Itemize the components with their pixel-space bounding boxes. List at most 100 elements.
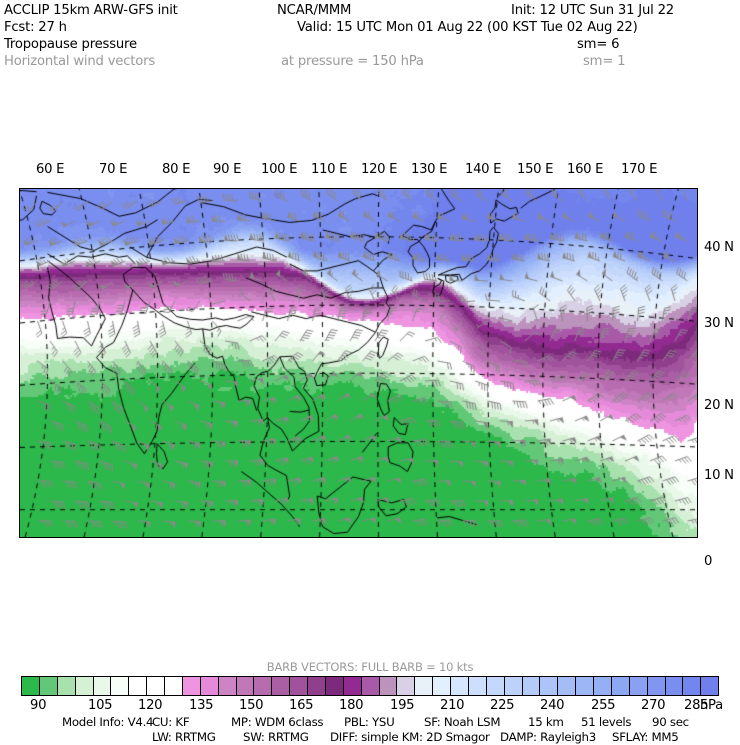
colorbar-swatch[interactable] xyxy=(451,677,469,695)
chart-header: ACCLIP 15km ARW-GFS init NCAR/MMM Init: … xyxy=(0,0,740,80)
barb-vector-note: BARB VECTORS: FULL BARB = 10 kts xyxy=(266,660,474,674)
colorbar-tick-label: 135 xyxy=(189,698,214,713)
model-info-item: SFLAY: MM5 xyxy=(612,730,679,744)
colorbar-swatch[interactable] xyxy=(397,677,416,695)
lon-tick-label: 100 E xyxy=(261,162,298,177)
colorbar-swatch[interactable] xyxy=(683,677,702,695)
colorbar-swatch[interactable] xyxy=(129,677,148,695)
colorbar-swatch[interactable] xyxy=(200,677,219,695)
colorbar-swatch[interactable] xyxy=(290,677,308,695)
lon-tick-label: 80 E xyxy=(162,162,191,177)
header-forecast-hour: Fcst: 27 h xyxy=(4,20,67,35)
colorbar-swatch[interactable] xyxy=(379,677,398,695)
colorbar-swatch[interactable] xyxy=(468,677,487,695)
header-vector-name: Horizontal wind vectors xyxy=(4,54,155,69)
lon-tick-label: 90 E xyxy=(213,162,242,177)
chart-footer: BARB VECTORS: FULL BARB = 10 kts 90 105 12… xyxy=(0,660,740,744)
colorbar-swatch[interactable] xyxy=(93,677,112,695)
tropopause-pressure-field xyxy=(20,189,697,537)
colorbar-tick-label: 255 xyxy=(591,698,616,713)
colorbar-swatch[interactable] xyxy=(361,677,380,695)
lon-tick-label: 60 E xyxy=(36,162,65,177)
colorbar-tick-label: 120 xyxy=(138,698,163,713)
colorbar-swatch[interactable] xyxy=(182,677,201,695)
header-vector-level: at pressure = 150 hPa xyxy=(281,54,424,69)
colorbar-swatch[interactable] xyxy=(522,677,541,695)
lat-tick-label: 30 N xyxy=(704,316,734,331)
colorbar-tick-label: 195 xyxy=(390,698,415,713)
model-info-item: MP: WDM 6class xyxy=(231,715,324,729)
colorbar-swatch[interactable] xyxy=(165,677,183,695)
model-info-item: 51 levels xyxy=(581,715,632,729)
colorbar-swatch[interactable] xyxy=(504,677,523,695)
header-field-name: Tropopause pressure xyxy=(4,37,137,52)
lat-tick-label: 40 N xyxy=(704,240,734,255)
colorbar-swatch[interactable] xyxy=(343,677,362,695)
lon-tick-label: 110 E xyxy=(311,162,348,177)
colorbar-swatch[interactable] xyxy=(39,677,58,695)
colorbar-swatch[interactable] xyxy=(701,677,719,695)
colorbar-swatch[interactable] xyxy=(647,677,666,695)
colorbar-swatch[interactable] xyxy=(218,677,237,695)
colorbar-swatch[interactable] xyxy=(22,677,40,695)
model-info-item: SW: RRTMG xyxy=(243,730,309,744)
colorbar-tick-label: 165 xyxy=(289,698,314,713)
header-center: NCAR/MMM xyxy=(277,3,352,18)
map-panel: 60 E 70 E 80 E 90 E 100 E 110 E 120 E 130 E 140 … xyxy=(0,160,740,590)
longitude-axis: 60 E 70 E 80 E 90 E 100 E 110 E 120 E 130 E 140 … xyxy=(0,160,740,184)
lon-tick-label: 70 E xyxy=(99,162,128,177)
header-vector-smoothing: sm= 1 xyxy=(583,54,626,69)
lat-tick-label: 20 N xyxy=(704,398,734,413)
colorbar-tick-label: 225 xyxy=(490,698,515,713)
colorbar-tick-label: 240 xyxy=(540,698,565,713)
lat-tick-label: 0 xyxy=(704,554,713,569)
model-info-block: Model Info: V4.4 CU: KF MP: WDM 6class PBL:… xyxy=(0,715,740,745)
colorbar-swatch[interactable] xyxy=(415,677,434,695)
colorbar-tick-labels: 90 105 120 135 150 165 180 195 210 225 240 255 270 28… xyxy=(0,698,740,716)
lon-tick-label: 160 E xyxy=(567,162,604,177)
colorbar-swatch[interactable] xyxy=(75,677,94,695)
pressure-colorbar[interactable] xyxy=(21,676,719,696)
map-plot-area[interactable] xyxy=(19,188,698,538)
colorbar-swatch[interactable] xyxy=(576,677,594,695)
lon-tick-label: 140 E xyxy=(465,162,502,177)
header-model-init: ACCLIP 15km ARW-GFS init xyxy=(4,3,178,18)
lon-tick-label: 170 E xyxy=(621,162,658,177)
colorbar-tick-label: 90 xyxy=(30,698,47,713)
colorbar-swatch[interactable] xyxy=(254,677,273,695)
colorbar-swatch[interactable] xyxy=(308,677,326,695)
colorbar-swatch[interactable] xyxy=(272,677,291,695)
model-info-item: PBL: YSU xyxy=(344,715,395,729)
colorbar-swatch[interactable] xyxy=(433,677,451,695)
colorbar-tick-label: 180 xyxy=(339,698,364,713)
colorbar-swatch[interactable] xyxy=(57,677,76,695)
colorbar-swatch[interactable] xyxy=(558,677,577,695)
model-info-item: SF: Noah LSM xyxy=(424,715,501,729)
latitude-axis: 40 N 30 N 20 N 10 N 0 xyxy=(697,184,740,584)
header-valid-time: Valid: 15 UTC Mon 01 Aug 22 (00 KST Tue … xyxy=(297,20,638,35)
header-init-time: Init: 12 UTC Sun 31 Jul 22 xyxy=(511,3,674,18)
model-info-item: DIFF: simple KM: 2D Smagor xyxy=(330,730,490,744)
lon-tick-label: 120 E xyxy=(361,162,398,177)
model-info-item: 90 sec xyxy=(652,715,689,729)
colorbar-swatch[interactable] xyxy=(147,677,165,695)
colorbar-unit-label: hPa xyxy=(700,698,723,713)
colorbar-swatch[interactable] xyxy=(111,677,130,695)
model-info-item: 15 km xyxy=(528,715,564,729)
colorbar-swatch[interactable] xyxy=(594,677,612,695)
colorbar-swatch[interactable] xyxy=(540,677,559,695)
header-field-smoothing: sm= 6 xyxy=(577,37,620,52)
model-info-item: LW: RRTMG xyxy=(152,730,216,744)
colorbar-swatch[interactable] xyxy=(665,677,684,695)
colorbar-swatch[interactable] xyxy=(236,677,255,695)
colorbar-swatch[interactable] xyxy=(325,677,344,695)
model-info-item: CU: KF xyxy=(152,715,190,729)
colorbar-tick-label: 285 xyxy=(684,698,709,713)
colorbar-swatch[interactable] xyxy=(486,677,505,695)
colorbar-swatch[interactable] xyxy=(629,677,648,695)
colorbar-swatch[interactable] xyxy=(611,677,630,695)
colorbar-tick-label: 210 xyxy=(440,698,465,713)
lon-tick-label: 130 E xyxy=(411,162,448,177)
model-info-item: Model Info: V4.4 xyxy=(62,715,154,729)
colorbar-tick-label: 105 xyxy=(88,698,113,713)
